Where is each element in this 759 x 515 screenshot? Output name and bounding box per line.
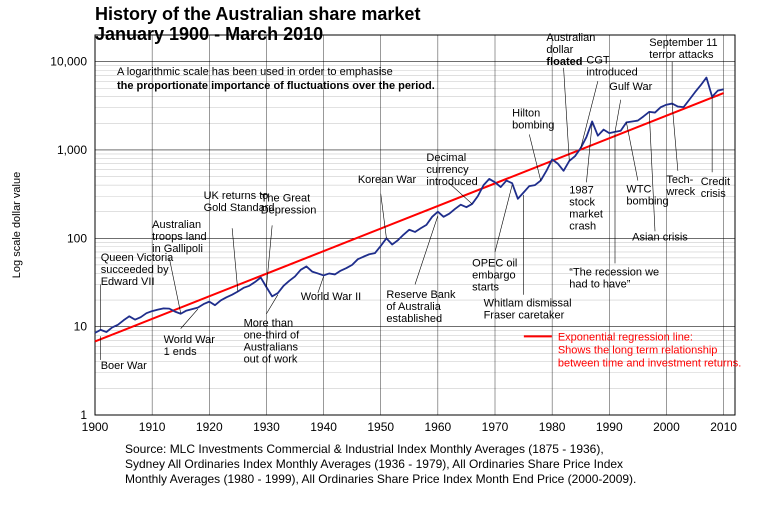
- annotation-text: Credit: [701, 176, 730, 188]
- annotation-text: floated: [546, 56, 582, 68]
- regression-legend-2: between time and investment returns.: [558, 357, 741, 369]
- source-line: Monthly Averages (1980 - 1999), All Ordi…: [125, 472, 636, 486]
- annotation-text: Tech-: [666, 174, 693, 186]
- annotation-text: dollar: [546, 44, 573, 56]
- svg-text:A logarithmic scale has been u: A logarithmic scale has been used in ord…: [117, 66, 393, 78]
- annotation-text: one-third of: [244, 330, 301, 342]
- annotation-text: 1 ends: [164, 346, 198, 358]
- annotation-text: Korean War: [358, 174, 417, 186]
- annotation-text: wreck: [665, 186, 695, 198]
- x-tick: 1970: [482, 420, 509, 434]
- annotation-text: bombing: [626, 195, 668, 207]
- y-tick: 10,000: [50, 55, 87, 69]
- x-tick: 1940: [310, 420, 337, 434]
- annotation-text: introduced: [426, 176, 477, 188]
- source-line: Sydney All Ordinaries Index Monthly Aver…: [125, 457, 623, 471]
- share-market-chart: History of the Australian share marketJa…: [0, 0, 759, 515]
- annotation-text: Depression: [261, 205, 317, 217]
- annotation-text: stock: [569, 197, 595, 209]
- x-tick: 1990: [596, 420, 623, 434]
- annotation-text: Gulf War: [609, 81, 652, 93]
- annotation-text: UK returns to: [204, 190, 269, 202]
- annotation-text: introduced: [586, 67, 637, 79]
- x-tick: 1910: [139, 420, 166, 434]
- annotation-text: September 11: [649, 37, 717, 49]
- x-tick: 1920: [196, 420, 223, 434]
- annotation-text: succeeded by: [101, 264, 169, 276]
- annotation-text: embargo: [472, 269, 515, 281]
- annotation-text: OPEC oil: [472, 257, 517, 269]
- x-tick: 1900: [82, 420, 109, 434]
- annotation-text: Australian: [546, 32, 595, 44]
- source-line: Source: MLC Investments Commercial & Ind…: [125, 442, 604, 456]
- annotation-text: More than: [244, 318, 294, 330]
- annotation-text: crash: [569, 221, 596, 233]
- y-tick: 100: [67, 231, 87, 245]
- annotation-text: Fraser caretaker: [484, 309, 565, 321]
- annotation-text: Decimal: [426, 152, 466, 164]
- y-axis-label: Log scale dollar value: [11, 172, 23, 278]
- annotation-text: bombing: [512, 119, 554, 131]
- annotation-text: Edward VII: [101, 276, 155, 288]
- annotation-text: market: [569, 209, 603, 221]
- annotation-text: Boer War: [101, 360, 147, 372]
- x-tick: 1930: [253, 420, 280, 434]
- regression-legend-title: Exponential regression line:: [558, 331, 693, 343]
- regression-legend-1: Shows the long term relationship: [558, 344, 718, 356]
- annotation-text: World War: [164, 334, 216, 346]
- x-tick: 2000: [653, 420, 680, 434]
- annotation-text: crisis: [701, 188, 727, 200]
- annotation-text: of Australia: [386, 301, 441, 313]
- x-tick: 1960: [425, 420, 452, 434]
- y-tick: 1,000: [57, 143, 87, 157]
- chart-title-1: History of the Australian share market: [95, 4, 420, 24]
- annotation-text: currency: [426, 164, 469, 176]
- y-tick: 10: [74, 320, 88, 334]
- annotation-text: Australian: [152, 219, 201, 231]
- x-tick: 1950: [367, 420, 394, 434]
- annotation-text: Reserve Bank: [386, 289, 456, 301]
- annotation-text: troops land: [152, 231, 206, 243]
- annotation-text: terror attacks: [649, 49, 714, 61]
- annotation-text: starts: [472, 281, 499, 293]
- annotation-text: Whitlam dismissal: [484, 297, 572, 309]
- annotation-text: Australians: [244, 342, 299, 354]
- annotation-text: established: [386, 313, 442, 325]
- annotation-text: Asian crisis: [632, 231, 688, 243]
- annotation-text: had to have”: [569, 278, 630, 290]
- annotation-text: out of work: [244, 354, 298, 366]
- annotation-text: “The recession we: [569, 266, 659, 278]
- annotation-text: The Great: [261, 193, 311, 205]
- annotation-text: in Gallipoli: [152, 243, 203, 255]
- x-tick: 2010: [710, 420, 737, 434]
- annotation-text: World War II: [301, 291, 362, 303]
- annotation-text: CGT: [586, 55, 610, 67]
- annotation-text: 1987: [569, 185, 593, 197]
- annotation-text: WTC: [626, 183, 651, 195]
- x-tick: 1980: [539, 420, 566, 434]
- svg-text:the proportionate importance o: the proportionate importance of fluctuat…: [117, 80, 435, 92]
- annotation-text: Hilton: [512, 107, 540, 119]
